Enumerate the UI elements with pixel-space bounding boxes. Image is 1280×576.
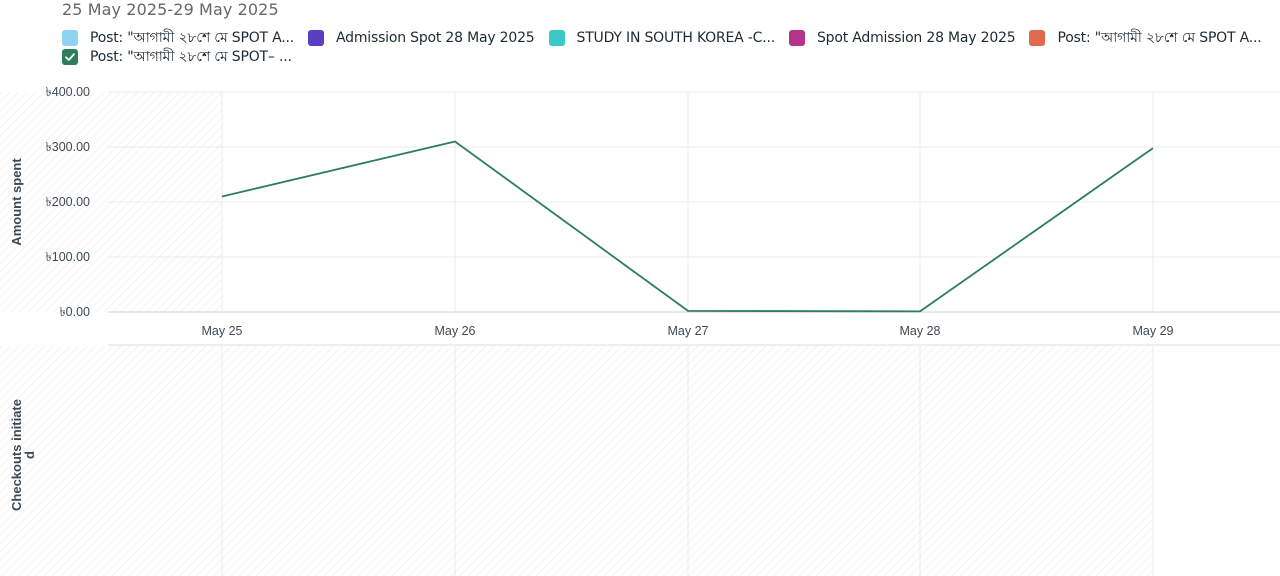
y-tick-label: ৳0.00: [59, 305, 90, 319]
legend-swatch-light-blue: [62, 30, 78, 46]
legend-swatch-magenta: [788, 30, 805, 46]
legend-label: Spot Admission 28 May 2025: [816, 30, 1016, 46]
checkbox-checked-icon: [62, 49, 78, 65]
legend-item-study-korea[interactable]: STUDY IN SOUTH KOREA -C...: [548, 28, 776, 48]
checkouts-initiated-chart: Checkouts initiated: [9, 346, 1154, 576]
x-tick-label: May 28: [900, 324, 941, 338]
legend-label: Post: "আগামী ২৮শে মে SPOT A...: [90, 30, 295, 46]
legend-item-post-1[interactable]: Post: "আগামী ২৮শে মে SPOT A...: [62, 28, 294, 48]
y-tick-label: ৳100.00: [46, 250, 91, 264]
legend-row-2: Post: "আগামী ২৮শে মে SPOT– ...: [62, 47, 306, 67]
legend-label: STUDY IN SOUTH KOREA -C...: [576, 30, 776, 46]
legend-swatch-orange: [1029, 30, 1046, 46]
legend-swatch-purple: [308, 30, 325, 46]
y-axis-title: Amount spent: [9, 158, 24, 246]
x-tick-label: May 26: [435, 324, 476, 338]
legend-item-admission-spot[interactable]: Admission Spot 28 May 2025: [308, 28, 535, 48]
y-axis-title: Checkouts initiated: [9, 399, 37, 511]
y-tick-label: ৳300.00: [46, 140, 91, 154]
legend-label: Post: "আগামী ২৮শে মে SPOT A...: [1057, 30, 1262, 46]
x-tick-label: May 25: [202, 324, 243, 338]
chart2-hatched-area: [0, 346, 1153, 576]
legend-item-post-2[interactable]: Post: "আগামী ২৮শে মে SPOT A...: [1029, 28, 1262, 48]
legend-label: Post: "আগামী ২৮শে মে SPOT– ...: [90, 49, 292, 65]
legend-item-spot-admission[interactable]: Spot Admission 28 May 2025: [788, 28, 1016, 48]
legend-label: Admission Spot 28 May 2025: [336, 30, 535, 46]
legend-swatch-teal: [548, 30, 565, 46]
x-tick-label: May 29: [1133, 324, 1174, 338]
date-range-label: 25 May 2025-29 May 2025: [62, 0, 279, 19]
legend-row-1: Post: "আগামী ২৮শে মে SPOT A... Admission…: [62, 28, 1275, 48]
series-line: [221, 140, 1154, 313]
amount-spent-chart: ৳0.00 ৳100.00 ৳200.00 ৳300.00 ৳400.00 May 25 M…: [9, 85, 1280, 346]
y-tick-label: ৳400.00: [46, 85, 91, 99]
legend-item-post-3[interactable]: Post: "আগামী ২৮শে মে SPOT– ...: [62, 47, 292, 67]
y-tick-label: ৳200.00: [46, 195, 91, 209]
x-tick-label: May 27: [668, 324, 709, 338]
